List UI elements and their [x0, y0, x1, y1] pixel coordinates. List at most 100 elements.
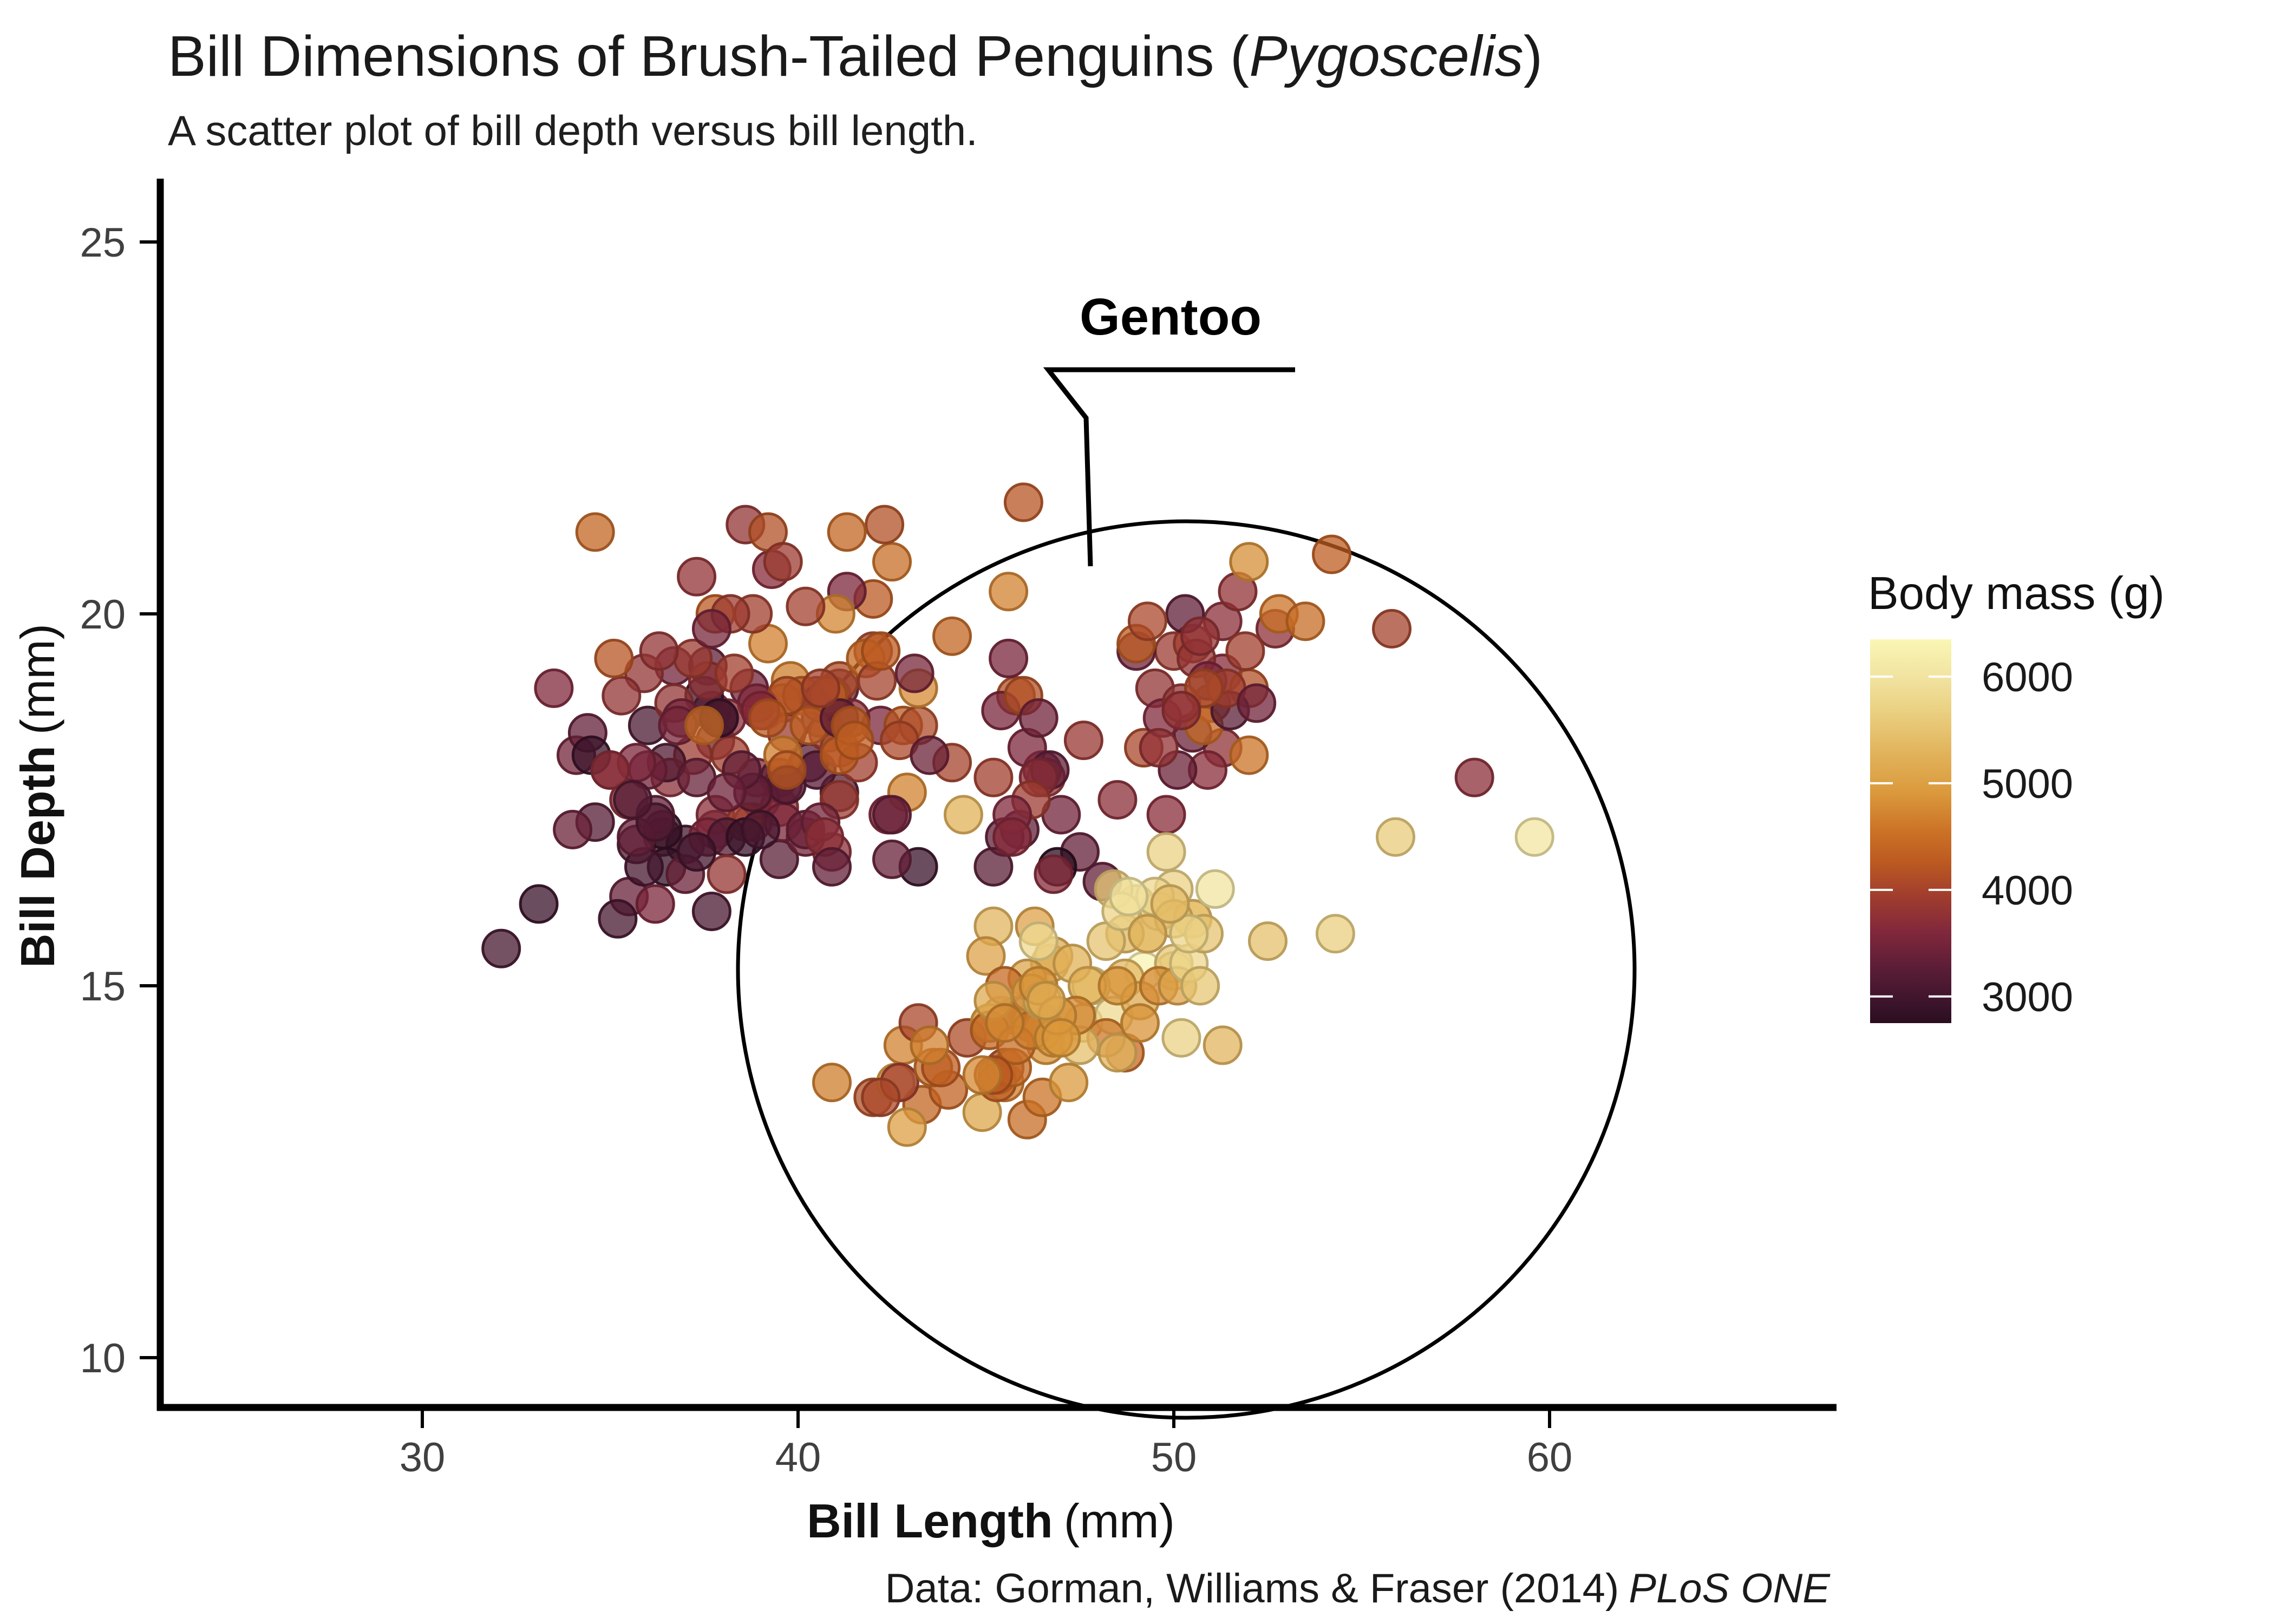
data-point	[943, 795, 983, 835]
data-point	[834, 721, 874, 761]
data-point	[973, 847, 1014, 887]
x-axis-title: Bill Length (mm)	[807, 1494, 1175, 1548]
legend-tick-label: 6000	[1982, 654, 2073, 700]
y-axis-title-unit: (mm)	[11, 624, 64, 735]
data-point	[872, 839, 912, 879]
gentoo-leader-line	[1043, 367, 1295, 567]
data-point	[992, 817, 1033, 857]
y-tick-label: 25	[80, 220, 126, 266]
data-point	[1146, 795, 1186, 835]
data-point	[1018, 921, 1058, 961]
legend-ticks: 6000 5000 4000 3000	[1870, 654, 2073, 1020]
data-point	[741, 810, 781, 849]
data-point	[1169, 914, 1209, 954]
data-point	[1229, 542, 1269, 582]
data-point	[639, 631, 679, 671]
data-point	[598, 899, 638, 939]
data-point	[1161, 691, 1201, 731]
data-point	[677, 556, 717, 597]
data-point	[1248, 921, 1288, 961]
data-point	[1018, 698, 1058, 738]
data-point	[707, 772, 747, 813]
data-point	[985, 1003, 1025, 1043]
data-point	[1454, 757, 1494, 797]
data-point	[575, 512, 615, 552]
data-point	[962, 1055, 1002, 1095]
data-point	[887, 1107, 927, 1147]
data-point	[1312, 534, 1351, 574]
data-point	[827, 512, 867, 552]
data-point	[989, 572, 1029, 612]
data-point	[812, 847, 852, 887]
data-point	[910, 735, 950, 775]
x-axis-ticks: 30 40 50 60	[400, 1411, 1573, 1481]
data-point	[602, 676, 642, 716]
x-axis-title-bold: Bill Length	[807, 1494, 1053, 1548]
y-tick-label: 15	[80, 964, 126, 1010]
data-point	[989, 638, 1029, 678]
data-point	[763, 542, 803, 582]
data-point	[1180, 966, 1220, 1006]
data-point	[872, 542, 912, 582]
chart-title-italic: Pygoscelis	[1249, 24, 1524, 88]
data-point	[1097, 966, 1138, 1006]
y-tick-label: 10	[80, 1335, 126, 1381]
data-point	[767, 750, 807, 790]
data-point	[1315, 914, 1355, 954]
data-point	[1372, 609, 1412, 649]
data-point	[714, 653, 754, 693]
data-point	[801, 668, 841, 708]
data-point	[594, 638, 634, 678]
data-points	[481, 482, 1554, 1147]
data-point	[748, 698, 788, 738]
data-point	[691, 892, 731, 932]
data-point	[1376, 817, 1415, 857]
chart-title: Bill Dimensions of Brush-Tailed Penguins…	[168, 24, 1543, 88]
data-point	[1180, 616, 1220, 656]
data-point	[910, 1025, 950, 1065]
chart-subtitle: A scatter plot of bill depth versus bill…	[168, 107, 978, 154]
legend: Body mass (g) 6000 5000 4000 3000	[1868, 568, 2165, 1023]
data-point	[553, 810, 593, 849]
x-tick-label: 60	[1527, 1435, 1573, 1481]
y-axis-ticks: 10 15 20 25	[80, 220, 157, 1381]
data-point	[1203, 1025, 1243, 1065]
data-point	[1150, 884, 1190, 924]
data-point	[1003, 482, 1043, 522]
data-point	[590, 750, 630, 790]
data-point	[865, 505, 905, 545]
caption-italic-part: PLoS ONE	[1629, 1566, 1831, 1612]
data-point	[635, 884, 675, 924]
data-point	[1285, 601, 1325, 641]
gentoo-annotation-group	[736, 367, 1637, 1420]
data-point	[1127, 601, 1167, 641]
y-tick-label: 20	[80, 592, 126, 638]
data-point	[1225, 631, 1265, 671]
data-point	[519, 884, 559, 924]
data-point	[1146, 832, 1186, 872]
data-point	[872, 795, 912, 835]
data-point	[1229, 735, 1269, 775]
data-point	[1049, 1063, 1089, 1103]
data-point	[973, 757, 1014, 797]
y-axis-title-bold: Bill Depth	[11, 745, 64, 968]
data-point	[534, 668, 574, 708]
data-point	[1120, 1003, 1160, 1043]
data-point	[932, 616, 972, 656]
data-point	[1097, 1033, 1138, 1073]
data-point	[1195, 869, 1235, 909]
data-point	[861, 631, 901, 671]
data-point	[1063, 721, 1103, 761]
x-axis-title-unit: (mm)	[1064, 1494, 1175, 1548]
data-point	[966, 936, 1006, 976]
data-point	[861, 1077, 901, 1117]
data-point	[613, 780, 653, 820]
x-tick-label: 50	[1151, 1435, 1197, 1481]
data-point	[691, 609, 731, 649]
legend-tick-label: 4000	[1982, 868, 2073, 914]
data-point	[707, 854, 747, 894]
caption: Data: Gorman, Williams & Fraser (2014) PL…	[885, 1566, 1831, 1612]
chart-title-suffix: )	[1524, 24, 1543, 88]
legend-tick-label: 5000	[1982, 761, 2073, 807]
